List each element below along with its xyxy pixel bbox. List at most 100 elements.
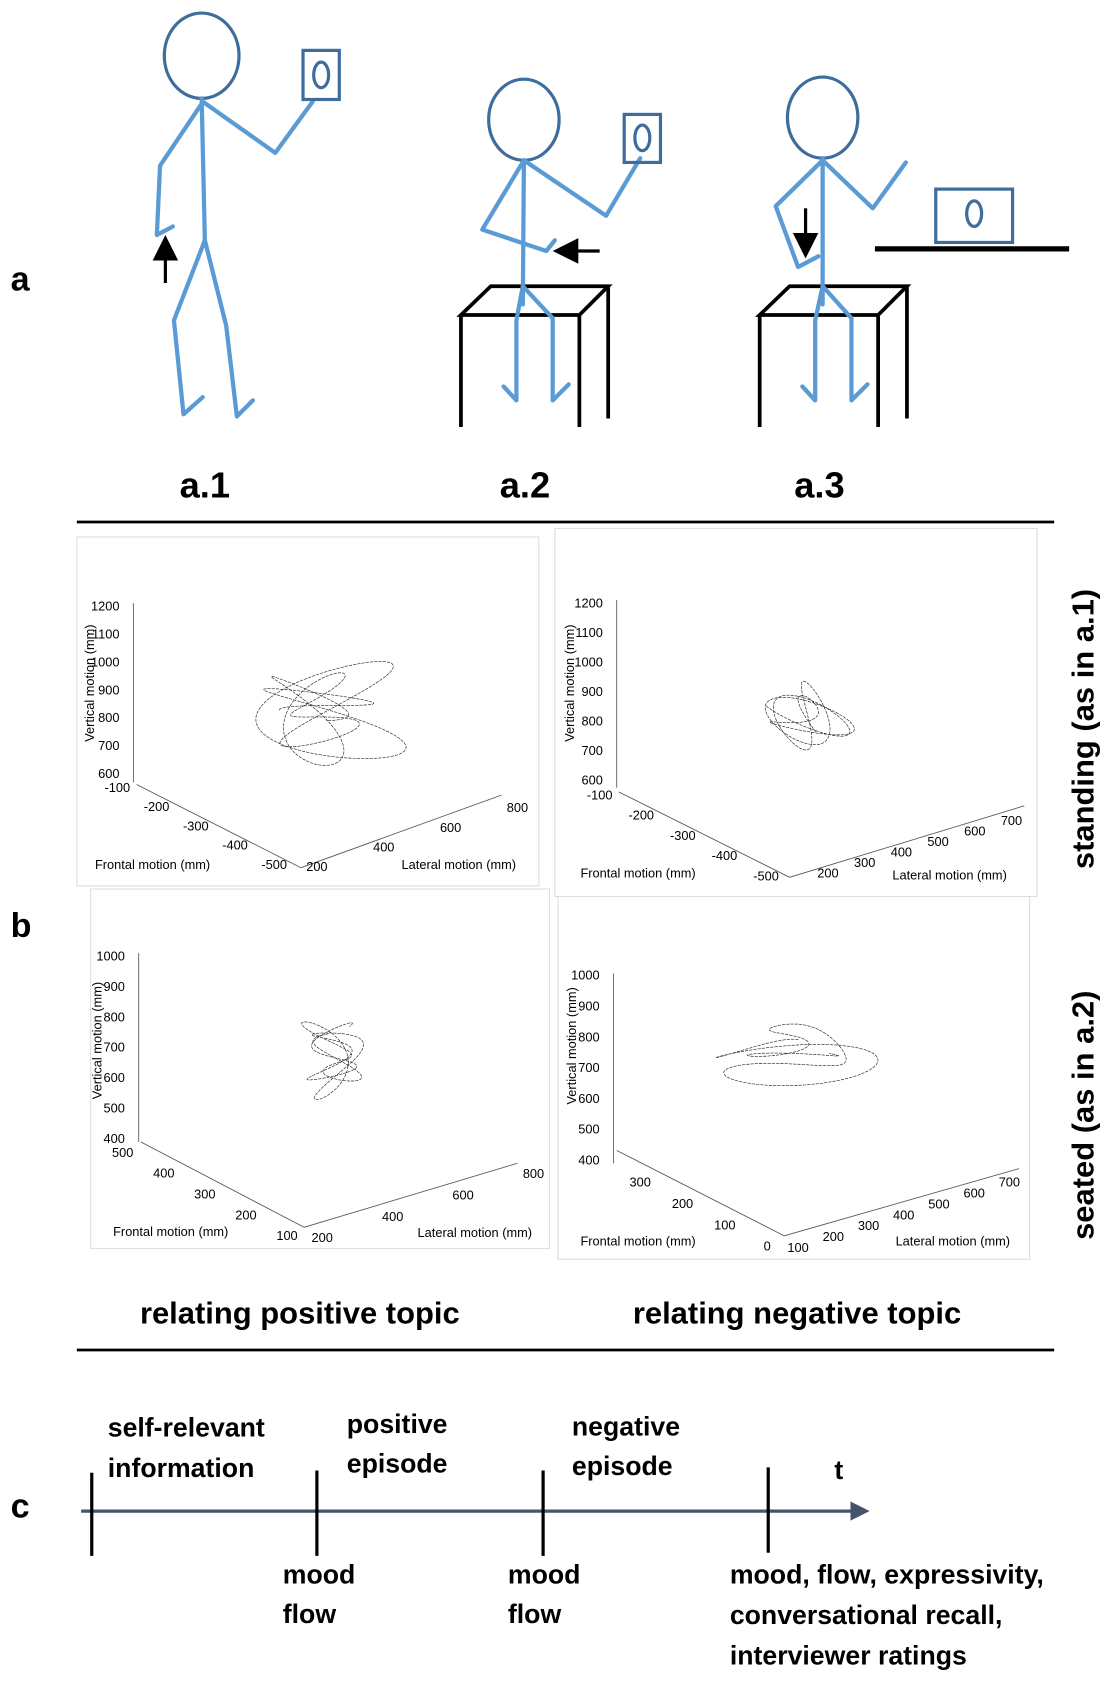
z-tick-label: 600	[581, 772, 602, 787]
z-tick-label: 500	[103, 1101, 124, 1116]
plot: 120011001000900800700600-100-200-300-400…	[76, 536, 540, 887]
y-tick-label: 800	[523, 1166, 544, 1181]
y-tick-label: 700	[1001, 813, 1022, 828]
x-tick-label: 200	[235, 1207, 256, 1222]
phase-label: positive	[347, 1409, 448, 1439]
axis-line	[300, 794, 502, 869]
plot-frame	[76, 536, 540, 887]
z-tick-label: 1000	[96, 949, 124, 964]
z-tick-label: 1200	[91, 599, 119, 614]
y-tick-label: 100	[787, 1240, 808, 1255]
row-label: standing (as in a.1)	[1066, 589, 1101, 869]
figure-label: a.1	[180, 464, 230, 505]
z-tick-label: 1000	[571, 968, 599, 983]
trajectory	[764, 680, 855, 751]
measure-label: conversational recall,	[730, 1600, 1003, 1630]
z-tick-label: 1100	[92, 626, 120, 641]
x-axis-label: Frontal motion (mm)	[580, 865, 695, 880]
phase-label: information	[108, 1453, 255, 1483]
z-tick-label: 900	[581, 684, 602, 699]
x-tick-label: -100	[587, 787, 613, 802]
phase-label: episode	[347, 1449, 448, 1479]
x-tick-label: 300	[630, 1175, 651, 1190]
z-tick-label: 700	[578, 1060, 599, 1075]
plot-frame	[90, 888, 551, 1250]
panel-label: c	[11, 1488, 30, 1526]
trajectory	[255, 661, 407, 766]
x-tick-label: 500	[112, 1145, 133, 1160]
z-tick-label: 1200	[574, 595, 602, 610]
z-tick-label: 700	[581, 743, 602, 758]
x-tick-label: -300	[670, 828, 696, 843]
y-tick-label: 200	[306, 859, 327, 874]
timeline-labels: self-relevant information positive episode n…	[108, 1409, 1044, 1671]
axis-line	[303, 1162, 518, 1228]
trajectory	[714, 1023, 879, 1087]
z-tick-label: 600	[578, 1091, 599, 1106]
x-tick-label: 300	[194, 1186, 215, 1201]
y-tick-label: 400	[373, 839, 394, 854]
y-tick-label: 400	[893, 1207, 914, 1222]
y-axis-label: Lateral motion (mm)	[892, 867, 1006, 882]
z-tick-label: 700	[103, 1040, 124, 1055]
x-tick-label: -400	[222, 838, 248, 853]
x-tick-label: -200	[628, 808, 654, 823]
plots: 120011001000900800700600-100-200-300-400…	[76, 527, 1038, 1260]
phase-label: self-relevant	[108, 1412, 265, 1442]
axis-line	[136, 784, 302, 869]
panel-label: a	[11, 260, 31, 298]
axis-line	[616, 1150, 785, 1237]
z-tick-label: 600	[103, 1070, 124, 1085]
x-tick-label: -100	[105, 780, 131, 795]
y-tick-label: 400	[891, 844, 912, 859]
z-tick-label: 600	[98, 766, 119, 781]
z-tick-label: 1100	[575, 625, 603, 640]
y-tick-label: 500	[927, 834, 948, 849]
z-axis-label: Vertical motion (mm)	[82, 624, 97, 741]
measure-label: flow	[508, 1599, 562, 1629]
plot-frame	[557, 895, 1031, 1260]
axis-line	[784, 1168, 1020, 1237]
z-tick-label: 1000	[91, 654, 119, 669]
z-tick-label: 900	[578, 999, 599, 1014]
y-axis-label: Lateral motion (mm)	[418, 1225, 533, 1240]
x-axis-label: Frontal motion (mm)	[113, 1224, 228, 1239]
panel-label: b	[11, 907, 32, 945]
axis-line	[789, 805, 1025, 878]
z-tick-label: 400	[578, 1152, 599, 1167]
time-axis-label: t	[834, 1455, 843, 1485]
x-tick-label: -500	[261, 857, 287, 872]
z-tick-label: 1000	[574, 654, 602, 669]
measure-label: mood	[508, 1560, 581, 1590]
y-axis-label: Lateral motion (mm)	[402, 857, 517, 872]
x-tick-label: -300	[183, 818, 209, 833]
phase-label: negative	[572, 1411, 680, 1441]
z-tick-label: 900	[103, 979, 124, 994]
column-label: relating negative topic	[633, 1295, 961, 1330]
plot-frame	[554, 527, 1038, 898]
column-label: relating positive topic	[140, 1295, 460, 1330]
z-tick-label: 700	[98, 738, 119, 753]
x-tick-label: 200	[672, 1196, 693, 1211]
figure-label: a.2	[500, 464, 550, 505]
y-tick-label: 600	[964, 823, 985, 838]
x-tick-label: -200	[144, 799, 170, 814]
measure-label: mood, flow, expressivity,	[730, 1560, 1044, 1590]
x-tick-label: 100	[276, 1228, 297, 1243]
y-tick-label: 600	[452, 1188, 473, 1203]
z-axis-label: Vertical motion (mm)	[89, 982, 104, 1099]
z-tick-label: 800	[98, 710, 119, 725]
row-label: seated (as in a.2)	[1066, 991, 1101, 1240]
z-tick-label: 800	[578, 1029, 599, 1044]
measure-label: flow	[283, 1599, 337, 1629]
y-tick-label: 600	[440, 820, 461, 835]
axis-line	[618, 791, 790, 878]
z-tick-label: 400	[103, 1131, 124, 1146]
y-axis-label: Lateral motion (mm)	[896, 1233, 1011, 1248]
x-tick-label: -400	[712, 848, 738, 863]
plot: 120011001000900800700600-100-200-300-400…	[554, 527, 1038, 898]
y-tick-label: 200	[312, 1230, 333, 1245]
y-tick-label: 200	[817, 865, 838, 880]
